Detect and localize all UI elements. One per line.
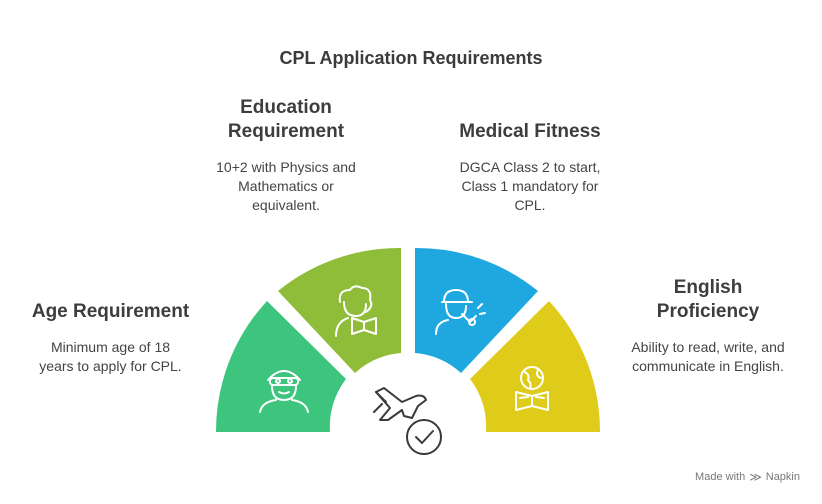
english-description: Ability to read, write, and communicate … <box>631 339 785 374</box>
footer-brand: Napkin <box>765 471 800 483</box>
footer-made-with: Made with <box>695 471 746 483</box>
age-description: Minimum age of 18 years to apply for CPL… <box>39 339 182 374</box>
education-description: 10+2 with Physics and Mathematics or equ… <box>216 159 356 213</box>
medical-block: Medical Fitness DGCA Class 2 to start, C… <box>440 120 620 215</box>
english-block: English Proficiency Ability to read, wri… <box>612 276 804 376</box>
english-heading: English Proficiency <box>656 277 760 322</box>
diagram-title: CPL Application Requirements <box>279 48 543 68</box>
age-segment <box>215 301 346 432</box>
medical-description: DGCA Class 2 to start, Class 1 mandatory… <box>459 159 601 213</box>
pilot-icon <box>259 370 309 413</box>
education-segment <box>278 247 401 373</box>
medical-heading: Medical Fitness <box>459 121 601 142</box>
age-heading: Age Requirement <box>31 301 190 322</box>
whistle-person-icon <box>435 289 486 335</box>
airplane-check-icon <box>373 387 442 455</box>
footer-credit: Made with ≫ Napkin <box>695 470 800 484</box>
napkin-logo-icon: ≫ <box>749 470 762 484</box>
age-block: Age Requirement Minimum age of 18 years … <box>18 300 203 376</box>
globe-book-icon <box>515 366 549 411</box>
education-block: Education Requirement 10+2 with Physics … <box>196 96 376 215</box>
reading-person-icon <box>335 285 377 337</box>
education-heading: Education Requirement <box>227 97 345 142</box>
medical-segment <box>415 247 538 373</box>
